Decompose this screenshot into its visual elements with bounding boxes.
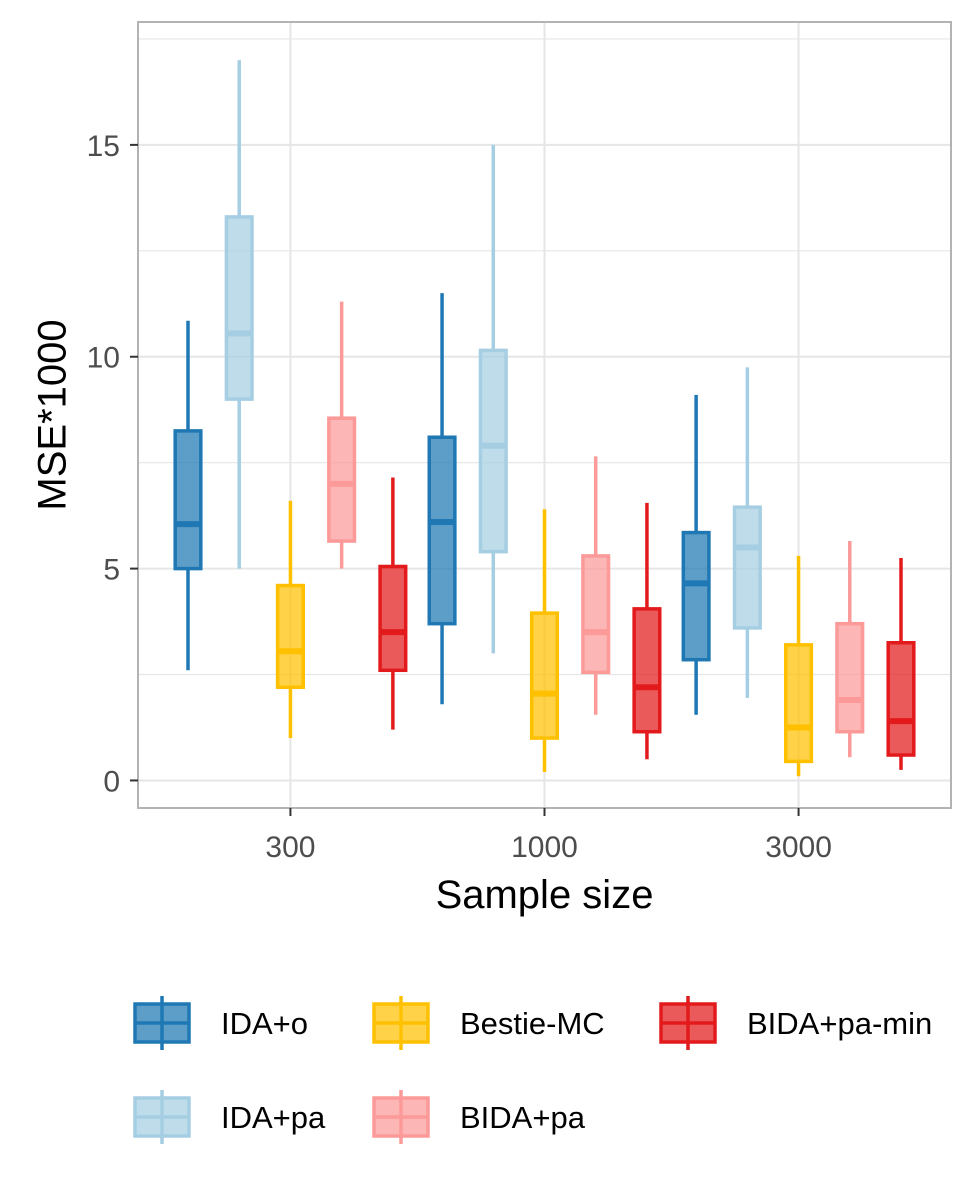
x-axis-title: Sample size [436, 873, 654, 917]
box-IDA+o-1000 [427, 293, 457, 705]
legend-item-IDA+pa: IDA+pa [133, 1090, 326, 1144]
box-IDA+pa-1000 [478, 144, 508, 654]
box-iqr [835, 621, 865, 734]
box-iqr [632, 607, 662, 734]
boxes [173, 60, 916, 777]
box-iqr [581, 554, 611, 675]
y-tick-label: 15 [87, 130, 120, 163]
box-iqr [784, 643, 814, 764]
y-tick-label: 0 [103, 765, 120, 798]
box-iqr [378, 564, 408, 673]
y-tick-label: 5 [103, 554, 120, 587]
legend-item-BIDA+pa: BIDA+pa [372, 1090, 586, 1144]
box-BIDA+pa-min-1000 [632, 502, 662, 760]
y-axis-title: MSE*1000 [31, 319, 75, 510]
box-Bestie-MC-3000 [784, 555, 814, 777]
box-iqr [427, 435, 457, 626]
x-tick-label: 3000 [765, 831, 832, 864]
box-iqr [327, 416, 357, 543]
x-tick-label: 300 [265, 831, 315, 864]
legend-label: Bestie-MC [460, 1006, 605, 1041]
box-BIDA+pa-min-300 [378, 477, 408, 730]
legend-item-BIDA+pa-min: BIDA+pa-min [659, 996, 932, 1050]
legend-item-IDA+o: IDA+o [133, 996, 308, 1050]
box-iqr [529, 611, 560, 740]
legend: IDA+o IDA+pa Bestie-MC BIDA+pa BIDA+pa-min [133, 996, 932, 1144]
box-BIDA+pa-300 [327, 301, 357, 569]
legend-label: IDA+o [221, 1006, 308, 1041]
x-tick-label: 1000 [511, 831, 578, 864]
legend-item-Bestie-MC: Bestie-MC [372, 996, 605, 1050]
box-IDA+pa-300 [224, 60, 254, 569]
box-iqr [681, 530, 711, 662]
box-iqr [173, 429, 203, 571]
legend-label: BIDA+pa-min [747, 1006, 932, 1041]
box-Bestie-MC-1000 [529, 509, 560, 772]
box-Bestie-MC-300 [275, 500, 305, 739]
box-iqr [886, 640, 916, 757]
box-IDA+o-3000 [681, 394, 711, 715]
box-BIDA+pa-1000 [581, 456, 611, 715]
box-IDA+pa-3000 [732, 367, 762, 698]
box-IDA+o-300 [173, 320, 203, 671]
box-BIDA+pa-min-3000 [886, 558, 916, 770]
y-tick-label: 10 [87, 342, 120, 375]
legend-label: IDA+pa [221, 1100, 326, 1135]
y-axis-ticks: 0 5 10 15 [87, 130, 138, 798]
box-iqr [732, 505, 762, 630]
box-iqr [478, 348, 508, 554]
box-BIDA+pa-3000 [835, 541, 865, 758]
box-iqr [275, 583, 305, 689]
box-iqr [224, 215, 254, 401]
legend-label: BIDA+pa [460, 1100, 586, 1135]
x-axis-ticks: 300 1000 3000 [265, 808, 832, 864]
